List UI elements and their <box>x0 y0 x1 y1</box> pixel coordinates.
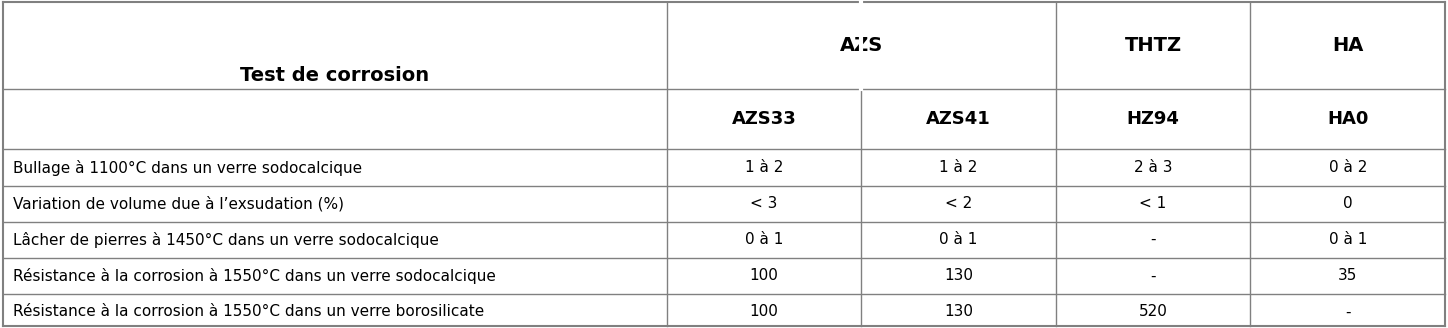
Text: 1 à 2: 1 à 2 <box>940 160 977 175</box>
Text: AZS41: AZS41 <box>927 110 990 128</box>
Text: < 1: < 1 <box>1140 196 1167 211</box>
Text: Lâcher de pierres à 1450°C dans un verre sodocalcique: Lâcher de pierres à 1450°C dans un verre… <box>13 232 439 248</box>
Text: Bullage à 1100°C dans un verre sodocalcique: Bullage à 1100°C dans un verre sodocalci… <box>13 159 362 175</box>
Text: -: - <box>1150 268 1156 283</box>
Text: HA: HA <box>1332 36 1364 55</box>
Text: Résistance à la corrosion à 1550°C dans un verre sodocalcique: Résistance à la corrosion à 1550°C dans … <box>13 268 495 284</box>
Text: 0 à 2: 0 à 2 <box>1328 160 1367 175</box>
Text: 520: 520 <box>1138 304 1167 319</box>
Text: Variation de volume due à l’exsudation (%): Variation de volume due à l’exsudation (… <box>13 196 345 211</box>
Text: 130: 130 <box>944 268 973 283</box>
Text: 2 à 3: 2 à 3 <box>1134 160 1173 175</box>
Text: < 2: < 2 <box>946 196 972 211</box>
Text: -: - <box>1345 304 1351 319</box>
Text: 0: 0 <box>1342 196 1352 211</box>
Text: 35: 35 <box>1338 268 1357 283</box>
Text: 100: 100 <box>750 268 779 283</box>
Text: < 3: < 3 <box>750 196 778 211</box>
Text: Test de corrosion: Test de corrosion <box>240 66 430 85</box>
Text: 0 à 1: 0 à 1 <box>940 232 977 247</box>
Text: 1 à 2: 1 à 2 <box>744 160 783 175</box>
Text: -: - <box>1150 232 1156 247</box>
Text: 0 à 1: 0 à 1 <box>744 232 783 247</box>
Text: AZS: AZS <box>840 36 883 55</box>
Text: HZ94: HZ94 <box>1127 110 1180 128</box>
Text: 100: 100 <box>750 304 779 319</box>
Text: 130: 130 <box>944 304 973 319</box>
Text: 0 à 1: 0 à 1 <box>1328 232 1367 247</box>
Text: Résistance à la corrosion à 1550°C dans un verre borosilicate: Résistance à la corrosion à 1550°C dans … <box>13 304 484 319</box>
Text: AZS33: AZS33 <box>731 110 796 128</box>
Text: HA0: HA0 <box>1326 110 1368 128</box>
Text: THTZ: THTZ <box>1125 36 1182 55</box>
